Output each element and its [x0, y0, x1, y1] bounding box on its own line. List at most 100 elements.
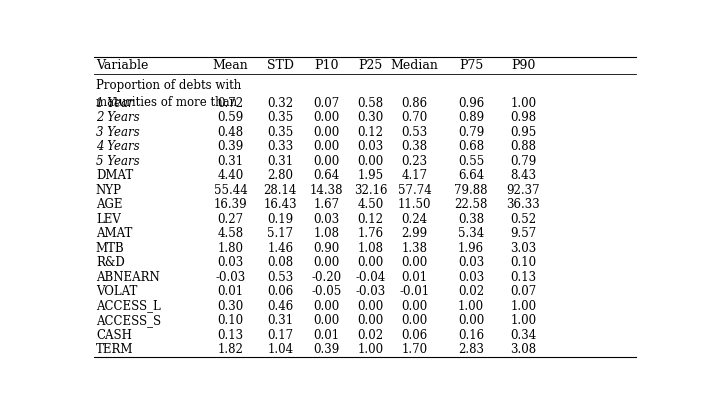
Text: 3 Years: 3 Years	[96, 126, 140, 139]
Text: 0.03: 0.03	[217, 256, 244, 269]
Text: 0.01: 0.01	[313, 328, 339, 342]
Text: 0.64: 0.64	[313, 169, 339, 182]
Text: 36.33: 36.33	[506, 198, 540, 211]
Text: 0.06: 0.06	[401, 328, 427, 342]
Text: 0.02: 0.02	[458, 285, 484, 298]
Text: 57.74: 57.74	[398, 184, 432, 197]
Text: 0.38: 0.38	[401, 140, 427, 153]
Text: 0.06: 0.06	[267, 285, 293, 298]
Text: 0.23: 0.23	[401, 155, 427, 168]
Text: 1.82: 1.82	[218, 343, 244, 356]
Text: 22.58: 22.58	[454, 198, 488, 211]
Text: 11.50: 11.50	[398, 198, 431, 211]
Text: ACCESS_S: ACCESS_S	[96, 314, 161, 327]
Text: -0.01: -0.01	[400, 285, 430, 298]
Text: 32.16: 32.16	[354, 184, 387, 197]
Text: 0.35: 0.35	[267, 112, 293, 124]
Text: 0.00: 0.00	[357, 256, 383, 269]
Text: 1.96: 1.96	[458, 242, 484, 255]
Text: 0.01: 0.01	[401, 271, 427, 284]
Text: 0.38: 0.38	[458, 213, 484, 226]
Text: TERM: TERM	[96, 343, 133, 356]
Text: 0.17: 0.17	[267, 328, 293, 342]
Text: 6.64: 6.64	[458, 169, 484, 182]
Text: 0.01: 0.01	[218, 285, 244, 298]
Text: 0.30: 0.30	[217, 300, 244, 313]
Text: STD: STD	[267, 59, 294, 72]
Text: 1.00: 1.00	[510, 300, 537, 313]
Text: 0.00: 0.00	[313, 300, 339, 313]
Text: 0.48: 0.48	[218, 126, 244, 139]
Text: 2.83: 2.83	[458, 343, 484, 356]
Text: 3.03: 3.03	[510, 242, 537, 255]
Text: 0.96: 0.96	[458, 97, 484, 110]
Text: 2.99: 2.99	[401, 227, 427, 240]
Text: 0.39: 0.39	[217, 140, 244, 153]
Text: 0.00: 0.00	[357, 155, 383, 168]
Text: 0.13: 0.13	[510, 271, 537, 284]
Text: 1.76: 1.76	[357, 227, 383, 240]
Text: 0.10: 0.10	[218, 314, 244, 327]
Text: 0.19: 0.19	[267, 213, 293, 226]
Text: 0.07: 0.07	[313, 97, 339, 110]
Text: VOLAT: VOLAT	[96, 285, 137, 298]
Text: 4 Years: 4 Years	[96, 140, 140, 153]
Text: 0.07: 0.07	[510, 285, 537, 298]
Text: LEV: LEV	[96, 213, 121, 226]
Text: 0.70: 0.70	[401, 112, 427, 124]
Text: 8.43: 8.43	[510, 169, 537, 182]
Text: 1.00: 1.00	[357, 343, 383, 356]
Text: 0.03: 0.03	[313, 213, 339, 226]
Text: 1.08: 1.08	[313, 227, 339, 240]
Text: 14.38: 14.38	[310, 184, 343, 197]
Text: 1.00: 1.00	[510, 314, 537, 327]
Text: -0.03: -0.03	[355, 285, 386, 298]
Text: 0.88: 0.88	[510, 140, 537, 153]
Text: -0.03: -0.03	[216, 271, 246, 284]
Text: 4.40: 4.40	[217, 169, 244, 182]
Text: 0.32: 0.32	[267, 97, 293, 110]
Text: ABNEARN: ABNEARN	[96, 271, 160, 284]
Text: 1.95: 1.95	[357, 169, 383, 182]
Text: 1.38: 1.38	[401, 242, 427, 255]
Text: P25: P25	[359, 59, 383, 72]
Text: P75: P75	[459, 59, 484, 72]
Text: 1.00: 1.00	[458, 300, 484, 313]
Text: 0.00: 0.00	[401, 300, 427, 313]
Text: 0.24: 0.24	[401, 213, 427, 226]
Text: 1.04: 1.04	[267, 343, 293, 356]
Text: 0.46: 0.46	[267, 300, 293, 313]
Text: 0.00: 0.00	[401, 256, 427, 269]
Text: 0.00: 0.00	[313, 155, 339, 168]
Text: 16.43: 16.43	[263, 198, 297, 211]
Text: R&D: R&D	[96, 256, 125, 269]
Text: 0.55: 0.55	[458, 155, 484, 168]
Text: 0.16: 0.16	[458, 328, 484, 342]
Text: 0.90: 0.90	[313, 242, 339, 255]
Text: 0.02: 0.02	[357, 328, 383, 342]
Text: 4.58: 4.58	[218, 227, 244, 240]
Text: 0.03: 0.03	[357, 140, 383, 153]
Text: 0.79: 0.79	[458, 126, 484, 139]
Text: 0.03: 0.03	[458, 271, 484, 284]
Text: P10: P10	[315, 59, 339, 72]
Text: 0.89: 0.89	[458, 112, 484, 124]
Text: Proportion of debts with
maturities of more than: Proportion of debts with maturities of m…	[96, 79, 241, 109]
Text: 1.08: 1.08	[357, 242, 383, 255]
Text: 0.08: 0.08	[267, 256, 293, 269]
Text: 0.27: 0.27	[218, 213, 244, 226]
Text: 5 Years: 5 Years	[96, 155, 140, 168]
Text: MTB: MTB	[96, 242, 125, 255]
Text: 0.00: 0.00	[357, 314, 383, 327]
Text: 1.70: 1.70	[401, 343, 427, 356]
Text: 0.00: 0.00	[313, 140, 339, 153]
Text: -0.20: -0.20	[312, 271, 342, 284]
Text: 0.79: 0.79	[510, 155, 537, 168]
Text: 0.53: 0.53	[267, 271, 293, 284]
Text: 0.13: 0.13	[218, 328, 244, 342]
Text: -0.04: -0.04	[355, 271, 386, 284]
Text: 0.95: 0.95	[510, 126, 537, 139]
Text: Variable: Variable	[96, 59, 148, 72]
Text: CASH: CASH	[96, 328, 132, 342]
Text: 1.46: 1.46	[267, 242, 293, 255]
